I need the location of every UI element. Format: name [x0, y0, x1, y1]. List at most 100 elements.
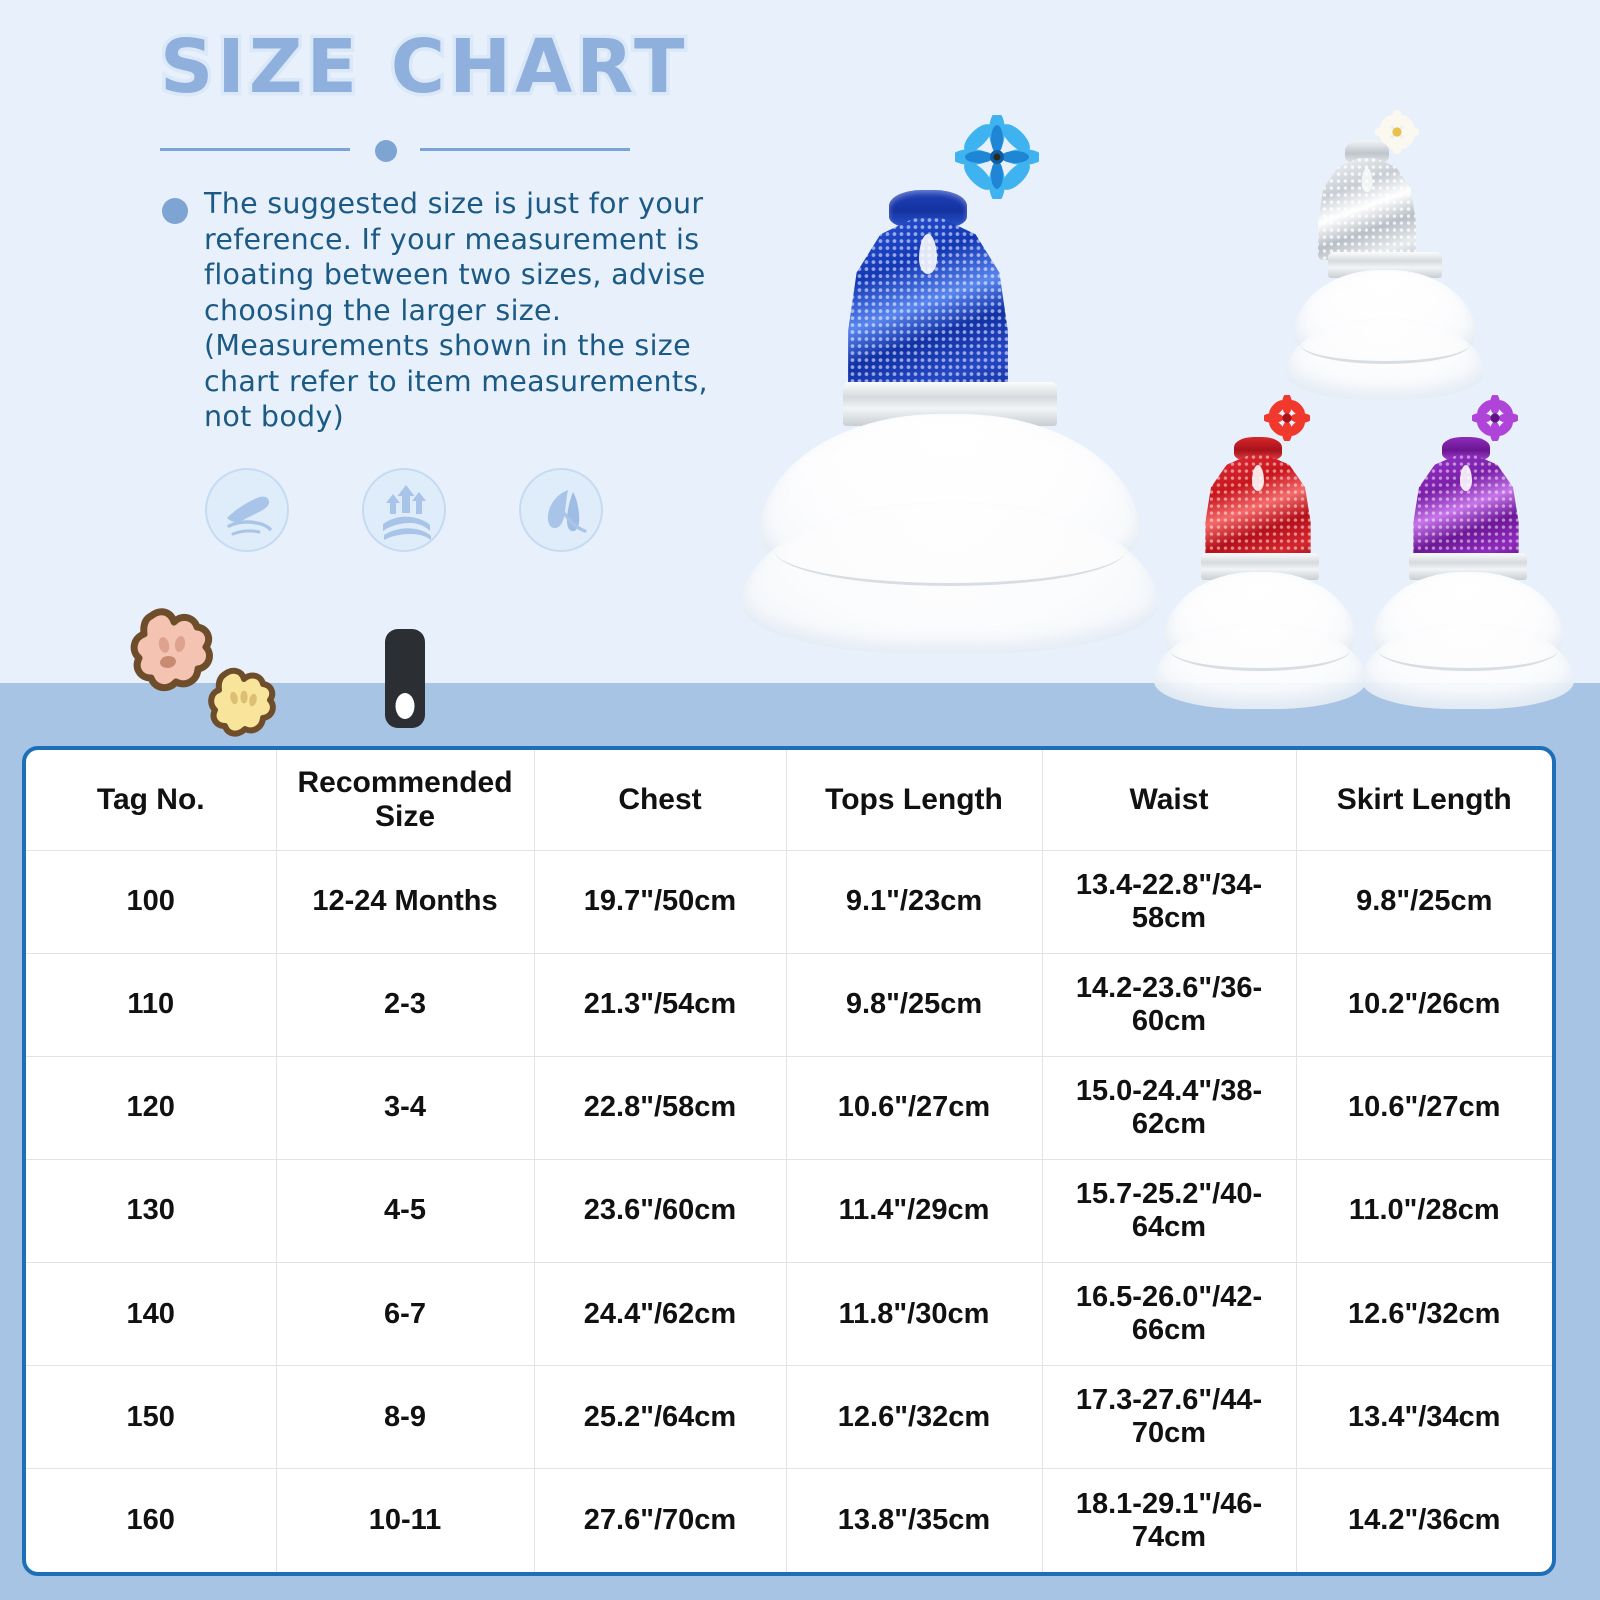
purple-sequin-top: [1396, 437, 1536, 563]
cell-tops-length: 11.8"/30cm: [786, 1262, 1043, 1367]
bullet-dot-icon: [162, 198, 188, 224]
cell-tag-no: 160: [26, 1468, 277, 1572]
tutu-hem-ribbon-red: [1170, 629, 1350, 671]
cell-skirt-length: 9.8"/25cm: [1296, 850, 1552, 954]
cell-recommended-size: 6-7: [276, 1262, 535, 1367]
cell-waist: 15.7-25.2"/40-64cm: [1042, 1159, 1297, 1264]
blue-sequin-top: [828, 190, 1028, 400]
column-header-skirt-length: Skirt Length: [1296, 750, 1552, 851]
cell-recommended-size: 3-4: [276, 1056, 535, 1160]
red-top-keyhole: [1252, 465, 1264, 491]
cell-tops-length: 11.4"/29cm: [786, 1159, 1043, 1264]
cell-skirt-length: 10.6"/27cm: [1296, 1056, 1552, 1160]
cell-waist: 17.3-27.6"/44-70cm: [1042, 1365, 1297, 1470]
cell-tops-length: 10.6"/27cm: [786, 1056, 1043, 1160]
cell-chest: 23.6"/60cm: [534, 1159, 787, 1264]
cell-waist: 15.0-24.4"/38-62cm: [1042, 1056, 1297, 1160]
table-row: 130 4-5 23.6"/60cm 11.4"/29cm 15.7-25.2"…: [26, 1159, 1552, 1264]
cell-recommended-size: 12-24 Months: [276, 850, 535, 954]
flower-clip-white-icon: [1374, 109, 1420, 155]
cell-skirt-length: 14.2"/36cm: [1348, 1504, 1501, 1537]
breathable-arrows-icon: [362, 468, 446, 552]
paw-decoration-small-icon: [198, 660, 286, 748]
cell-chest: 27.6"/70cm: [534, 1468, 787, 1572]
table-row: 150 8-9 25.2"/64cm 12.6"/32cm 17.3-27.6"…: [26, 1365, 1552, 1470]
title-divider: [160, 132, 630, 166]
cell-tops-length: 12.6"/32cm: [786, 1365, 1043, 1470]
flower-clip-red-icon: [1262, 393, 1312, 443]
table-row: 110 2-3 21.3"/54cm 9.8"/25cm 14.2-23.6"/…: [26, 953, 1552, 1057]
cell-chest: 25.2"/64cm: [534, 1365, 787, 1470]
paw-decoration-large-icon: [118, 600, 228, 710]
white-tutu-skirt-red: [1152, 553, 1368, 711]
cell-tag-no: 100: [26, 850, 277, 954]
cell-waist: 13.4-22.8"/34-58cm: [1042, 850, 1297, 954]
cell-skirt-length: 13.4"/34cm: [1296, 1365, 1552, 1470]
cell-tag-no: 110: [26, 953, 277, 1057]
cell-skirt-length: 11.0"/28cm: [1296, 1159, 1552, 1264]
column-header-tops-length: Tops Length: [786, 750, 1043, 851]
table-header-row: Tag No. Recommended Size Chest Tops Leng…: [26, 750, 1552, 851]
product-purple-sequin-set: [1348, 393, 1598, 709]
column-header-tag-no: Tag No.: [26, 750, 277, 851]
cell-tag-no: 120: [26, 1056, 277, 1160]
flower-clip-purple-icon: [1470, 393, 1520, 443]
cell-recommended-size: 2-3: [276, 953, 535, 1057]
cell-tag-no: 130: [26, 1159, 277, 1264]
silver-top-keyhole: [1361, 168, 1373, 192]
page-title: SIZE CHART: [156, 21, 689, 114]
soft-touch-hand-icon: [205, 468, 289, 552]
cell-waist: 16.5-26.0"/42-66cm: [1042, 1262, 1297, 1367]
divider-line-right: [420, 148, 630, 151]
product-gallery: [740, 100, 1600, 709]
cell-tops-length: 9.1"/23cm: [786, 850, 1043, 954]
product-blue-sequin-set: [740, 100, 1160, 660]
cell-chest: 21.3"/54cm: [534, 953, 787, 1057]
hang-tag-hole-icon: [395, 693, 415, 719]
white-tutu-skirt-large: [740, 382, 1160, 660]
table-row: 160 10-11 27.6"/70cm 13.8"/35cm 18.1-29.…: [26, 1468, 1552, 1572]
cell-tag-no: 140: [26, 1262, 277, 1367]
table-row: 100 12-24 Months 19.7"/50cm 9.1"/23cm 13…: [26, 850, 1552, 954]
cell-chest: 24.4"/62cm: [534, 1262, 787, 1367]
tutu-hem-ribbon-large: [774, 514, 1126, 586]
flower-clip-blue-icon: [952, 112, 1042, 202]
column-header-recommended-size: Recommended Size: [276, 750, 535, 851]
cell-recommended-size: 8-9: [276, 1365, 535, 1470]
divider-line-left: [160, 148, 350, 151]
cell-tag-no: 150: [26, 1365, 277, 1470]
size-note-text: The suggested size is just for your refe…: [204, 187, 708, 433]
cell-recommended-size: 4-5: [276, 1159, 535, 1264]
cell-skirt-length: 12.6"/32cm: [1296, 1262, 1552, 1367]
silver-sequin-top: [1301, 140, 1433, 260]
product-red-sequin-set: [1140, 393, 1390, 709]
cell-waist: 14.2-23.6"/36-60cm: [1042, 953, 1297, 1057]
size-chart-table: Tag No. Recommended Size Chest Tops Leng…: [26, 750, 1552, 1572]
blue-top-keyhole: [919, 234, 937, 274]
tutu-hem-ribbon-purple: [1378, 629, 1558, 671]
hang-tag-decoration: [385, 629, 425, 728]
size-chart-table-container: Tag No. Recommended Size Chest Tops Leng…: [22, 746, 1556, 1576]
white-tutu-skirt-purple: [1360, 553, 1576, 711]
lightweight-feather-icon: [519, 468, 603, 552]
cell-skirt-length: 10.2"/26cm: [1296, 953, 1552, 1057]
column-header-chest: Chest: [534, 750, 787, 851]
tutu-hem-ribbon-silver: [1300, 324, 1470, 364]
column-header-waist: Waist: [1042, 750, 1297, 851]
table-row: 120 3-4 22.8"/58cm 10.6"/27cm 15.0-24.4"…: [26, 1056, 1552, 1160]
divider-dot-icon: [375, 140, 397, 162]
purple-top-keyhole: [1460, 465, 1472, 491]
white-tutu-skirt-silver: [1285, 252, 1485, 402]
product-silver-sequin-set: [1235, 109, 1515, 410]
cell-chest: 22.8"/58cm: [534, 1056, 787, 1160]
size-note: The suggested size is just for your refe…: [162, 186, 842, 435]
header-section: SIZE CHART The suggested size is just fo…: [0, 0, 880, 737]
cell-waist: 18.1-29.1"/46-74cm: [1042, 1468, 1297, 1572]
cell-tops-length: 13.8"/35cm: [786, 1468, 1043, 1572]
cell-chest: 19.7"/50cm: [534, 850, 787, 954]
cell-recommended-size: 10-11: [276, 1468, 535, 1572]
table-row: 140 6-7 24.4"/62cm 11.8"/30cm 16.5-26.0"…: [26, 1262, 1552, 1367]
red-sequin-top: [1188, 437, 1328, 563]
feature-icon-row: [205, 468, 625, 554]
cell-tops-length: 9.8"/25cm: [786, 953, 1043, 1057]
